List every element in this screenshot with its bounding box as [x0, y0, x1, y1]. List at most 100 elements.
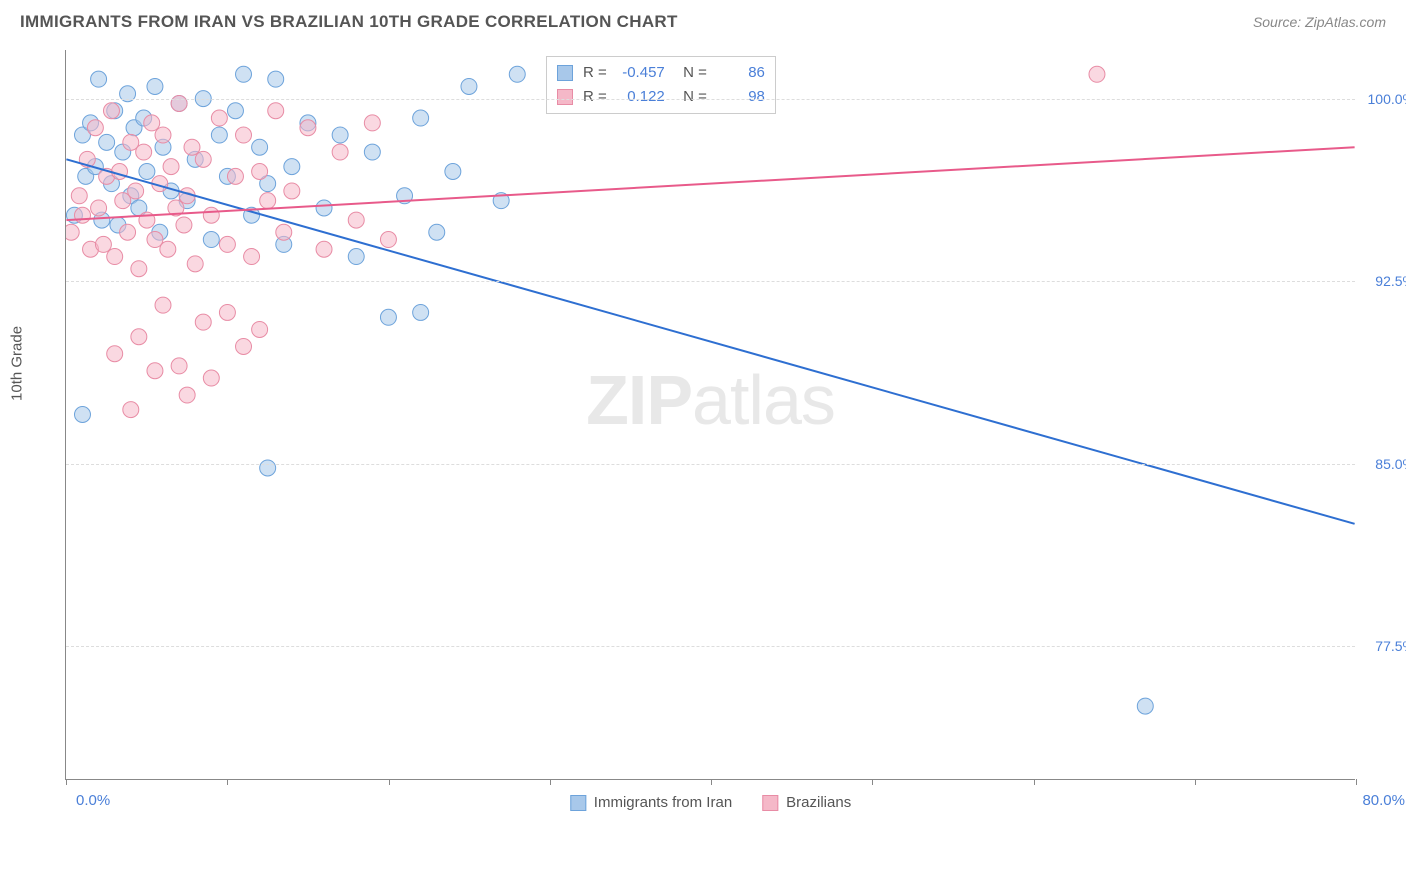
scatter-point — [1137, 698, 1153, 714]
scatter-point — [445, 164, 461, 180]
scatter-point — [91, 71, 107, 87]
legend-bottom: Immigrants from Iran Brazilians — [570, 794, 851, 811]
scatter-point — [71, 188, 87, 204]
scatter-point — [268, 71, 284, 87]
scatter-point — [236, 127, 252, 143]
scatter-svg — [66, 50, 1355, 779]
x-axis-min-label: 0.0% — [76, 792, 110, 809]
scatter-point — [268, 103, 284, 119]
scatter-point — [332, 144, 348, 160]
scatter-point — [364, 115, 380, 131]
scatter-point — [413, 110, 429, 126]
y-tick-label: 85.0% — [1375, 456, 1406, 472]
legend-stats: R = -0.457 N = 86 R = 0.122 N = 98 — [546, 56, 776, 114]
scatter-point — [187, 256, 203, 272]
scatter-point — [203, 207, 219, 223]
scatter-point — [332, 127, 348, 143]
legend-swatch-icon — [762, 795, 778, 811]
scatter-point — [219, 236, 235, 252]
legend-label-2: Brazilians — [786, 794, 851, 811]
y-tick-label: 100.0% — [1368, 91, 1406, 107]
scatter-point — [211, 127, 227, 143]
scatter-point — [147, 363, 163, 379]
scatter-point — [380, 309, 396, 325]
scatter-point — [66, 224, 79, 240]
scatter-point — [227, 168, 243, 184]
stat-n-label: N = — [675, 85, 707, 109]
x-tick — [550, 779, 551, 785]
x-tick — [1034, 779, 1035, 785]
scatter-point — [260, 193, 276, 209]
stat-n-value-1: 86 — [717, 61, 765, 85]
scatter-point — [1089, 66, 1105, 82]
legend-swatch-blue — [557, 65, 573, 81]
scatter-point — [276, 224, 292, 240]
scatter-point — [284, 183, 300, 199]
scatter-point — [260, 460, 276, 476]
x-tick — [872, 779, 873, 785]
scatter-point — [91, 200, 107, 216]
scatter-point — [99, 134, 115, 150]
scatter-point — [252, 321, 268, 337]
scatter-point — [195, 314, 211, 330]
chart-source: Source: ZipAtlas.com — [1253, 14, 1386, 30]
scatter-point — [128, 183, 144, 199]
scatter-point — [236, 338, 252, 354]
scatter-point — [300, 120, 316, 136]
scatter-point — [179, 387, 195, 403]
scatter-point — [413, 304, 429, 320]
x-tick — [227, 779, 228, 785]
legend-swatch-pink — [557, 89, 573, 105]
scatter-point — [136, 144, 152, 160]
scatter-point — [95, 236, 111, 252]
scatter-point — [252, 139, 268, 155]
plot-area: ZIPatlas R = -0.457 N = 86 R = 0.122 N =… — [65, 50, 1355, 780]
scatter-point — [123, 402, 139, 418]
scatter-point — [252, 164, 268, 180]
x-tick — [66, 779, 67, 785]
scatter-point — [184, 139, 200, 155]
scatter-point — [112, 164, 128, 180]
x-tick — [711, 779, 712, 785]
scatter-point — [244, 249, 260, 265]
scatter-point — [176, 217, 192, 233]
scatter-point — [219, 304, 235, 320]
scatter-point — [284, 159, 300, 175]
scatter-point — [139, 164, 155, 180]
x-tick — [389, 779, 390, 785]
x-tick — [1195, 779, 1196, 785]
scatter-point — [107, 346, 123, 362]
legend-item-2: Brazilians — [762, 794, 851, 811]
scatter-point — [131, 329, 147, 345]
scatter-point — [211, 110, 227, 126]
scatter-point — [74, 407, 90, 423]
x-axis-max-label: 80.0% — [1362, 792, 1405, 809]
stat-r-value-2: 0.122 — [617, 85, 665, 109]
y-axis-label: 10th Grade — [9, 326, 26, 401]
legend-item-1: Immigrants from Iran — [570, 794, 732, 811]
stat-n-label: N = — [675, 61, 707, 85]
chart-container: 10th Grade ZIPatlas R = -0.457 N = 86 R … — [45, 50, 1385, 810]
stat-r-value-1: -0.457 — [617, 61, 665, 85]
gridline — [66, 99, 1355, 100]
scatter-point — [155, 297, 171, 313]
legend-stats-row-2: R = 0.122 N = 98 — [557, 85, 765, 109]
scatter-point — [171, 358, 187, 374]
legend-label-1: Immigrants from Iran — [594, 794, 732, 811]
scatter-point — [203, 232, 219, 248]
scatter-point — [316, 241, 332, 257]
scatter-point — [364, 144, 380, 160]
scatter-point — [74, 207, 90, 223]
scatter-point — [147, 78, 163, 94]
stat-n-value-2: 98 — [717, 85, 765, 109]
scatter-point — [160, 241, 176, 257]
scatter-point — [227, 103, 243, 119]
gridline — [66, 281, 1355, 282]
gridline — [66, 646, 1355, 647]
scatter-point — [131, 261, 147, 277]
scatter-point — [120, 224, 136, 240]
stat-r-label: R = — [583, 61, 607, 85]
scatter-point — [87, 120, 103, 136]
legend-swatch-icon — [570, 795, 586, 811]
chart-header: IMMIGRANTS FROM IRAN VS BRAZILIAN 10TH G… — [0, 0, 1406, 40]
